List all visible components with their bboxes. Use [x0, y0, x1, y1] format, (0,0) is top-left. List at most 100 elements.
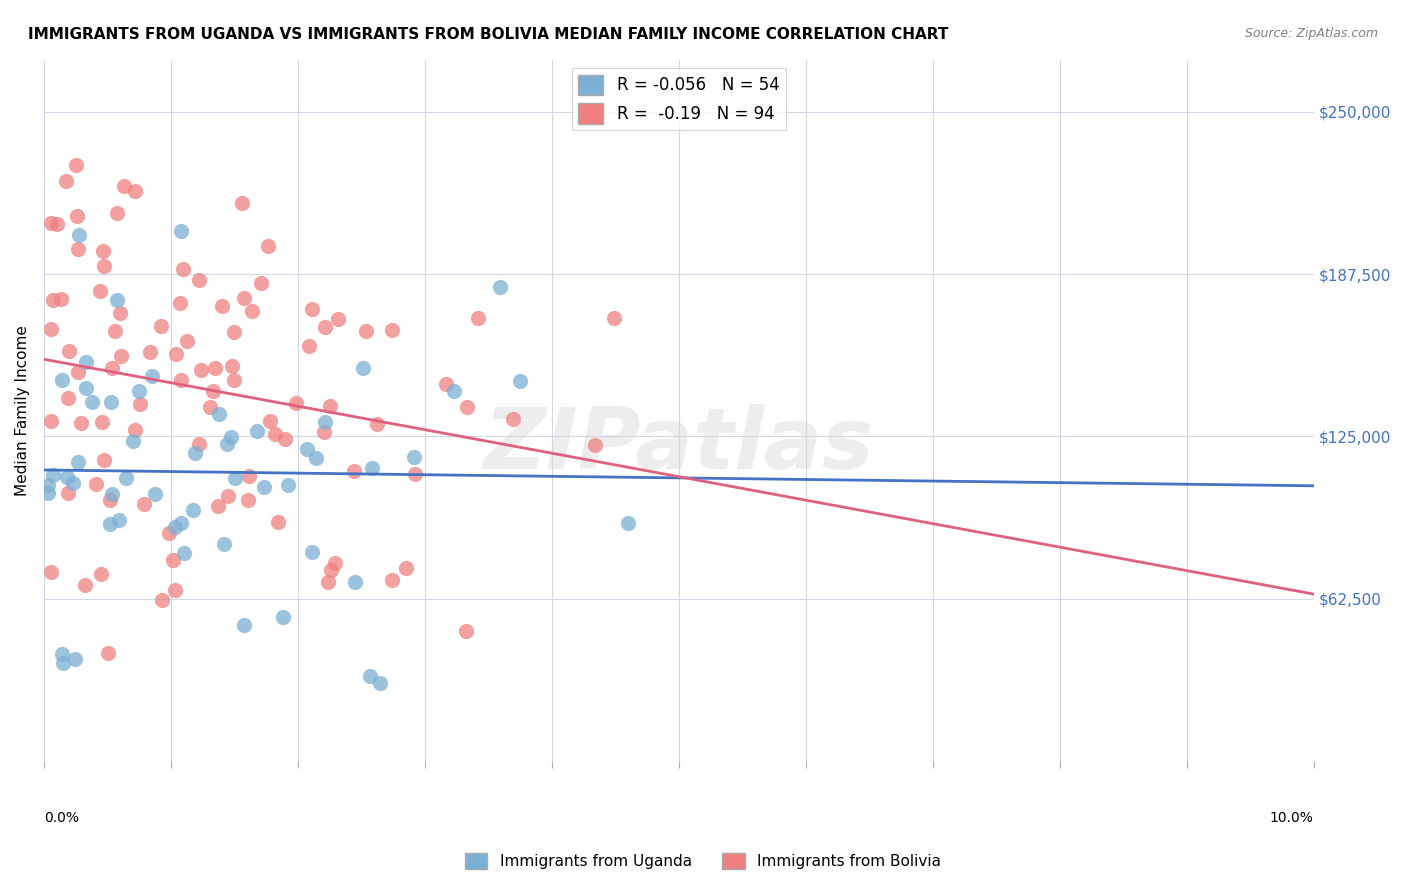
Point: [100, 394, 122, 409]
Point: [112, 178, 135, 193]
Point: [165, 582, 187, 597]
Point: [274, 432, 297, 446]
Point: [101, 487, 124, 501]
Point: [173, 546, 195, 560]
Point: [305, 450, 328, 465]
Point: [488, 280, 510, 294]
Point: [162, 553, 184, 567]
Point: [316, 575, 339, 590]
Point: [93, 259, 115, 273]
Point: [188, 273, 211, 287]
Point: [583, 438, 606, 452]
Point: [259, 414, 281, 428]
Point: [207, 500, 229, 514]
Legend: R = -0.056   N = 54, R =  -0.19   N = 94: R = -0.056 N = 54, R = -0.19 N = 94: [572, 68, 786, 130]
Point: [150, 318, 173, 333]
Point: [98, 493, 121, 508]
Point: [51, 647, 73, 661]
Point: [67, 227, 90, 242]
Point: [128, 397, 150, 411]
Point: [443, 384, 465, 399]
Point: [105, 205, 128, 219]
Point: [58, 343, 80, 358]
Point: [238, 492, 260, 507]
Text: IMMIGRANTS FROM UGANDA VS IMMIGRANTS FROM BOLIVIA MEDIAN FAMILY INCOME CORRELATI: IMMIGRANTS FROM UGANDA VS IMMIGRANTS FRO…: [28, 27, 949, 42]
Point: [181, 503, 204, 517]
Point: [285, 396, 308, 410]
Point: [246, 424, 269, 438]
Point: [150, 592, 173, 607]
Point: [222, 325, 245, 339]
Point: [217, 437, 239, 451]
Point: [271, 609, 294, 624]
Point: [314, 416, 336, 430]
Point: [359, 669, 381, 683]
Point: [456, 624, 478, 638]
Point: [66, 209, 89, 223]
Point: [52, 657, 75, 671]
Point: [42, 468, 65, 483]
Point: [301, 545, 323, 559]
Point: [344, 575, 367, 590]
Point: [165, 347, 187, 361]
Text: Source: ZipAtlas.com: Source: ZipAtlas.com: [1244, 27, 1378, 40]
Point: [343, 464, 366, 478]
Point: [108, 513, 131, 527]
Text: ZIPatlas: ZIPatlas: [484, 404, 875, 487]
Point: [326, 311, 349, 326]
Point: [89, 284, 111, 298]
Point: [277, 478, 299, 492]
Point: [122, 434, 145, 448]
Point: [404, 467, 426, 482]
Point: [456, 401, 478, 415]
Point: [354, 325, 377, 339]
Point: [96, 646, 118, 660]
Point: [39, 414, 62, 428]
Point: [509, 374, 531, 388]
Point: [238, 468, 260, 483]
Point: [253, 480, 276, 494]
Point: [295, 442, 318, 456]
Point: [91, 415, 114, 429]
Point: [105, 293, 128, 307]
Point: [602, 311, 624, 326]
Point: [67, 455, 90, 469]
Text: 0.0%: 0.0%: [44, 811, 79, 824]
Point: [75, 381, 97, 395]
Point: [51, 373, 73, 387]
Point: [132, 497, 155, 511]
Point: [115, 471, 138, 485]
Point: [208, 407, 231, 421]
Point: [404, 450, 426, 464]
Point: [204, 361, 226, 376]
Point: [67, 242, 90, 256]
Point: [100, 360, 122, 375]
Point: [170, 223, 193, 237]
Point: [360, 461, 382, 475]
Point: [467, 311, 489, 326]
Point: [233, 617, 256, 632]
Text: 10.0%: 10.0%: [1270, 811, 1313, 824]
Point: [93, 452, 115, 467]
Point: [381, 323, 404, 337]
Point: [217, 489, 239, 503]
Point: [169, 295, 191, 310]
Point: [75, 355, 97, 369]
Point: [37, 477, 59, 491]
Point: [176, 334, 198, 348]
Point: [381, 573, 404, 587]
Point: [56, 391, 79, 405]
Point: [190, 363, 212, 377]
Point: [169, 516, 191, 531]
Point: [264, 426, 287, 441]
Y-axis label: Median Family Income: Median Family Income: [15, 325, 30, 496]
Point: [37, 486, 59, 500]
Point: [198, 400, 221, 414]
Point: [39, 565, 62, 579]
Point: [214, 537, 236, 551]
Point: [188, 437, 211, 451]
Point: [224, 471, 246, 485]
Point: [128, 384, 150, 399]
Point: [46, 217, 69, 231]
Point: [143, 487, 166, 501]
